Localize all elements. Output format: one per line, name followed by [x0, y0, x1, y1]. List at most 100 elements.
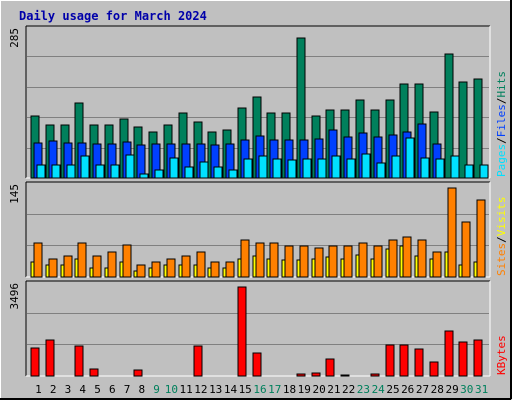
bar-kbytes-day-2 — [45, 339, 55, 377]
x-label-day: 17 — [268, 383, 281, 396]
x-label-day: 31 — [475, 383, 488, 396]
panel-sites-visits: 145 Sites/Visits — [8, 181, 508, 278]
bar-sites-day-2 — [48, 258, 58, 278]
bar-kbytes-day-30 — [458, 341, 468, 377]
bar-sites-day-31 — [476, 199, 486, 278]
y-max-label: 3496 — [8, 283, 21, 310]
bar-sites-day-22 — [343, 245, 353, 278]
bar-pages-day-28 — [435, 158, 445, 179]
x-label-day: 10 — [165, 383, 178, 396]
x-label-day: 11 — [179, 383, 192, 396]
x-label-day: 19 — [298, 383, 311, 396]
bar-pages-day-6 — [110, 164, 120, 179]
bar-sites-day-12 — [196, 251, 206, 278]
bar-sites-day-16 — [255, 242, 265, 278]
legend-entry: KBytes — [495, 335, 508, 375]
bar-hits-day-31 — [473, 78, 483, 179]
chart-panels: 285Pages/Files/Hits145Sites/Visits3496KB… — [8, 25, 508, 377]
x-label-day: 9 — [153, 383, 160, 396]
bar-kbytes-day-8 — [133, 369, 143, 377]
bar-pages-day-4 — [80, 155, 90, 179]
bar-pages-day-26 — [405, 137, 415, 179]
bar-pages-day-14 — [228, 169, 238, 179]
bar-pages-day-21 — [331, 155, 341, 179]
x-label-day: 26 — [401, 383, 414, 396]
bar-sites-day-1 — [33, 242, 43, 278]
bar-sites-day-4 — [77, 242, 87, 278]
bar-kbytes-day-16 — [252, 352, 262, 377]
bar-kbytes-day-29 — [444, 330, 454, 377]
bar-sites-day-15 — [240, 239, 250, 278]
bar-sites-day-20 — [314, 247, 324, 278]
x-label-day: 1 — [35, 383, 42, 396]
x-label-day: 5 — [94, 383, 101, 396]
bar-pages-day-16 — [258, 155, 268, 179]
bar-pages-day-25 — [391, 155, 401, 179]
bar-sites-day-13 — [210, 261, 220, 278]
x-label-day: 28 — [431, 383, 444, 396]
bar-sites-day-25 — [388, 239, 398, 278]
bar-pages-day-29 — [450, 155, 460, 179]
x-label-day: 16 — [253, 383, 266, 396]
bar-kbytes-day-28 — [429, 361, 439, 377]
legend-entry: / — [495, 137, 508, 144]
x-label-day: 22 — [342, 383, 355, 396]
x-label-day: 4 — [79, 383, 86, 396]
bar-pages-day-7 — [125, 154, 135, 179]
bar-kbytes-day-31 — [473, 339, 483, 377]
bar-files-day-8 — [136, 144, 146, 179]
bar-pages-day-19 — [302, 158, 312, 179]
legend-entry: Pages — [495, 144, 508, 177]
bar-kbytes-day-12 — [193, 345, 203, 377]
bar-hits-day-29 — [444, 53, 454, 179]
bar-kbytes-day-25 — [385, 344, 395, 377]
bar-sites-day-17 — [269, 242, 279, 278]
bar-pages-day-23 — [361, 153, 371, 179]
bar-sites-day-27 — [417, 239, 427, 278]
bar-sites-day-10 — [166, 258, 176, 278]
bar-kbytes-day-15 — [237, 286, 247, 377]
bar-pages-day-15 — [243, 158, 253, 179]
bar-pages-day-20 — [317, 158, 327, 179]
x-label-day: 12 — [194, 383, 207, 396]
x-label-day: 2 — [50, 383, 57, 396]
legend: KBytes — [495, 335, 508, 375]
x-label-day: 13 — [209, 383, 222, 396]
legend-entry: Hits — [495, 71, 508, 98]
bar-hits-day-30 — [458, 81, 468, 179]
bar-pages-day-18 — [287, 159, 297, 179]
bar-pages-day-3 — [66, 164, 76, 179]
bar-kbytes-day-1 — [30, 347, 40, 377]
bar-pages-day-1 — [36, 164, 46, 179]
x-label-day: 30 — [460, 383, 473, 396]
bar-pages-day-31 — [479, 164, 489, 179]
legend: Sites/Visits — [495, 197, 508, 277]
y-max-label: 145 — [8, 184, 21, 204]
bar-sites-day-21 — [328, 245, 338, 278]
x-label-day: 24 — [372, 383, 386, 396]
bar-sites-day-3 — [63, 255, 73, 278]
bar-sites-day-30 — [461, 221, 471, 278]
x-label-day: 27 — [416, 383, 429, 396]
bar-pages-day-10 — [169, 157, 179, 179]
bar-sites-day-6 — [107, 251, 117, 278]
bar-pages-day-22 — [346, 158, 356, 179]
bar-sites-day-26 — [402, 236, 412, 278]
x-label-day: 6 — [109, 383, 116, 396]
bar-kbytes-day-27 — [414, 348, 424, 377]
x-label-day: 7 — [124, 383, 131, 396]
bar-pages-day-2 — [51, 164, 61, 179]
bar-kbytes-day-5 — [89, 368, 99, 377]
x-label-day: 18 — [283, 383, 296, 396]
x-label-day: 8 — [138, 383, 145, 396]
bar-kbytes-day-19 — [296, 373, 306, 377]
panel-kbytes: 3496 KBytes — [8, 280, 508, 377]
x-label-day: 14 — [224, 383, 238, 396]
x-label-day: 20 — [312, 383, 325, 396]
bar-sites-day-9 — [151, 261, 161, 278]
bar-kbytes-day-26 — [399, 344, 409, 377]
bar-sites-day-14 — [225, 261, 235, 278]
bar-pages-day-30 — [464, 164, 474, 179]
